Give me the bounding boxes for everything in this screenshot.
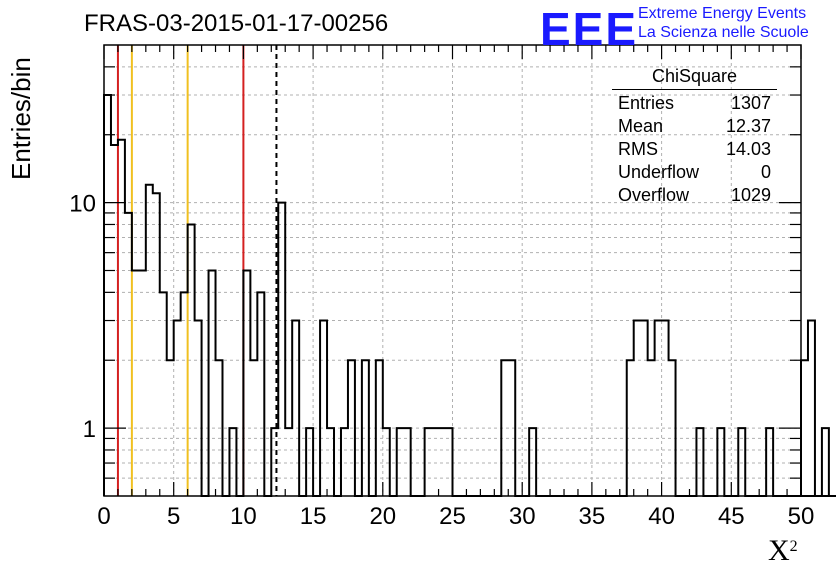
stats-title: ChiSquare	[612, 66, 777, 90]
stats-row-entries: Entries 1307	[612, 92, 777, 115]
x-tick-label: 25	[439, 503, 466, 530]
logo-line-2: La Scienza nelle Scuole	[638, 24, 809, 41]
y-tick-label: 1	[83, 416, 96, 443]
stats-row-overflow: Overflow 1029	[612, 184, 777, 207]
stats-label: Entries	[618, 93, 675, 113]
x-axis-label-base: X	[768, 534, 790, 567]
stats-row-rms: RMS 14.03	[612, 138, 777, 161]
x-tick-label: 40	[648, 503, 675, 530]
x-tick-label: 50	[788, 503, 815, 530]
x-axis-label: X2	[768, 534, 798, 568]
x-tick-label: 0	[97, 503, 110, 530]
x-tick-label: 10	[230, 503, 257, 530]
logo-line-1: Extreme Energy Events	[638, 5, 807, 22]
y-tick-label: 10	[69, 191, 96, 218]
chart-title: FRAS-03-2015-01-17-00256	[84, 10, 389, 37]
histogram-line	[103, 94, 836, 497]
x-axis-label-sup: 2	[789, 538, 798, 555]
stats-value: 1029	[730, 185, 771, 205]
stats-row-underflow: Underflow 0	[612, 161, 777, 184]
stats-box: ChiSquare Entries 1307 Mean 12.37 RMS 14.03…	[612, 66, 777, 207]
y-axis-label: Entries/bin	[6, 57, 36, 180]
stats-label: Overflow	[618, 185, 690, 205]
stats-value: 14.03	[725, 139, 771, 159]
axis-ticks	[103, 45, 802, 496]
stats-label: Mean	[618, 116, 664, 136]
x-tick-labels: 0 5 10 15 20 25 30 35 40 45 50	[97, 503, 814, 530]
eee-logo: EEE	[540, 3, 639, 55]
x-tick-label: 45	[718, 503, 745, 530]
stats-value: 1307	[730, 93, 771, 113]
stats-label: Underflow	[618, 162, 700, 182]
stats-label: RMS	[618, 139, 658, 159]
stats-row-mean: Mean 12.37	[612, 115, 777, 138]
stats-value: 12.37	[725, 116, 771, 136]
x-tick-label: 20	[369, 503, 396, 530]
x-tick-label: 35	[579, 503, 606, 530]
y-tick-labels: 1 10	[69, 191, 96, 444]
stats-value: 0	[760, 162, 771, 182]
x-tick-label: 15	[300, 503, 327, 530]
x-tick-label: 5	[167, 503, 180, 530]
x-tick-label: 30	[509, 503, 536, 530]
